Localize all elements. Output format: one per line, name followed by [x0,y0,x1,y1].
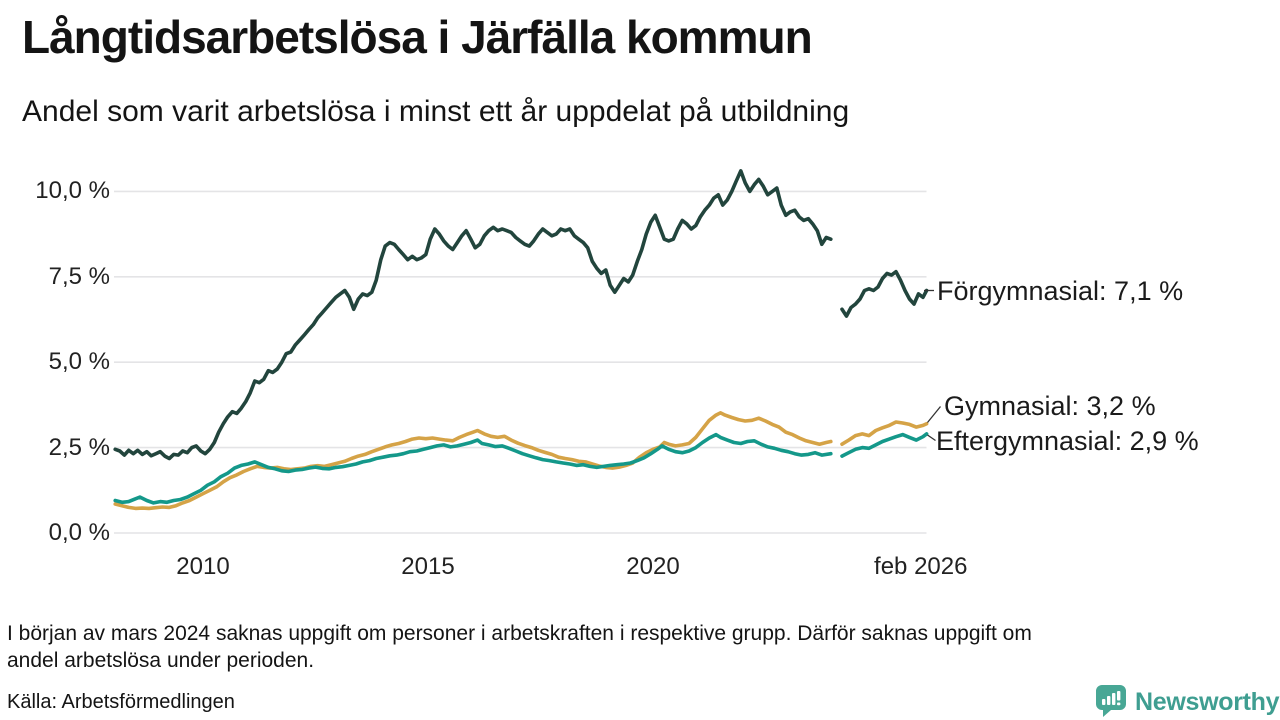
label-connectors [924,289,942,442]
series-end-label-gymnasial: Gymnasial: 3,2 % [944,391,1156,421]
y-axis-tick-label: 2,5 % [48,433,110,461]
series-lines [113,169,929,511]
series-line-0-förgymnasial [113,169,833,461]
series-line-2-eftergymnasial [840,432,929,458]
bar-chart-exclamation-icon [1102,691,1121,706]
x-axis-tick-label: 2020 [626,553,680,580]
source-note: Källa: Arbetsförmedlingen [7,691,235,713]
label-connector-gymnasial [926,406,942,423]
series-line-0-förgymnasial [840,269,929,318]
bar-chart-speech-bubble-icon [1096,685,1126,717]
series-line-1-gymnasial [113,411,833,511]
y-axis-tick-label: 5,0 % [48,348,110,376]
speech-bubble-shape [1096,685,1126,717]
page-subtitle: Andel som varit arbetslösa i minst ett å… [22,95,850,128]
brand-wordmark: Newsworthy [1135,688,1280,716]
y-axis-tick-label: 0,0 % [48,519,110,546]
footnote: I början av mars 2024 saknas uppgift om … [7,622,1032,672]
x-axis-tick-label: 2010 [176,553,230,580]
y-axis-tick-label: 10,0 % [35,177,110,205]
series-end-label-forgymnasial: Förgymnasial: 7,1 % [937,276,1184,306]
series-line-1-gymnasial [840,420,929,446]
label-connector-eftergymnasial [927,434,936,442]
x-axis-tick-label: 2015 [401,553,455,580]
page-title: Långtidsarbetslösa i Järfälla kommun [22,11,813,63]
series-line-2-eftergymnasial [113,432,833,505]
newsworthy-logo: Newsworthy [1094,684,1280,718]
x-axis-tick-label: feb 2026 [874,553,968,580]
gridlines [114,190,927,534]
y-axis-tick-label: 7,5 % [48,262,110,290]
series-end-label-eftergymnasial: Eftergymnasial: 2,9 % [936,426,1199,456]
